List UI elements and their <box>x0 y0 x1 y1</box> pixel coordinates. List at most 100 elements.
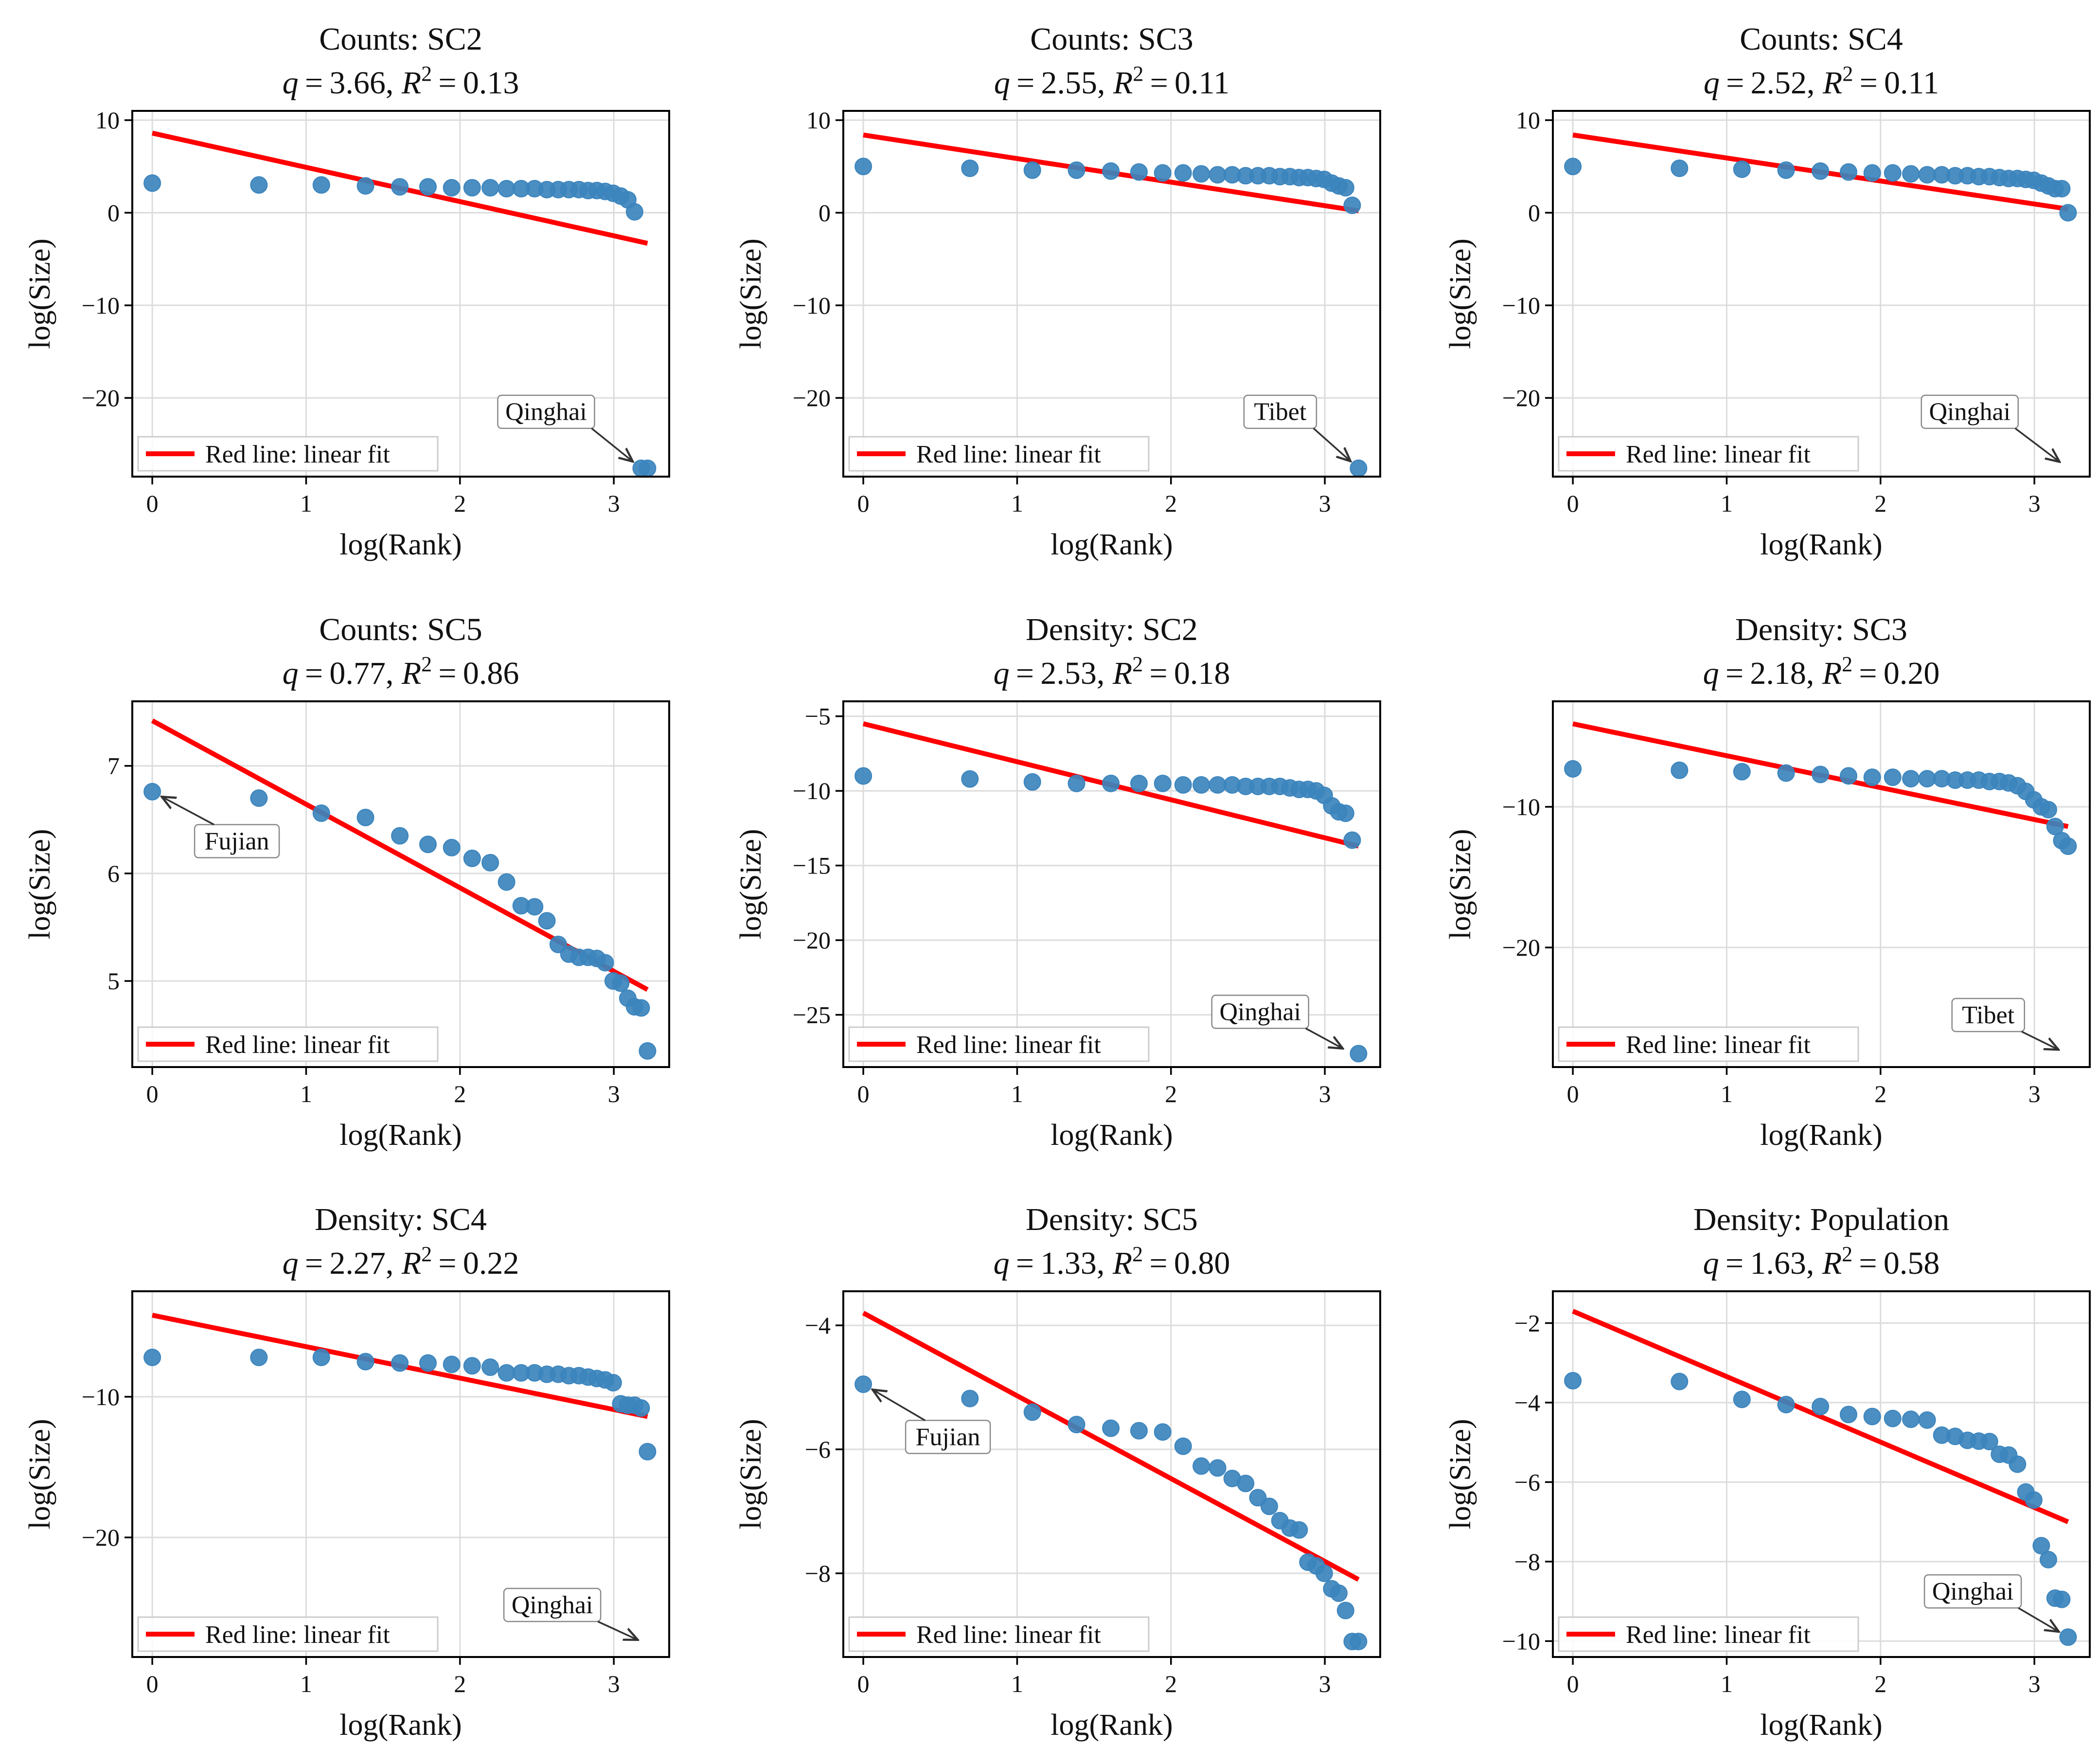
y-tick-label: −6 <box>805 1436 831 1463</box>
x-axis-label: log(Rank) <box>339 1709 462 1742</box>
data-point <box>1237 1475 1255 1493</box>
data-point <box>1290 1521 1308 1539</box>
data-point <box>1154 774 1172 792</box>
y-tick-label: 10 <box>95 107 120 134</box>
x-tick-label: 1 <box>300 490 312 517</box>
r-squared-value: 0.11 <box>1174 65 1229 101</box>
x-tick-label: 2 <box>454 490 466 517</box>
y-axis-label: log(Size) <box>23 829 56 939</box>
panel-title: Density: SC5 <box>1026 1202 1198 1237</box>
x-tick-label: 1 <box>1011 1080 1023 1107</box>
equals-sign: = <box>1719 656 1750 691</box>
data-point <box>419 178 437 196</box>
x-tick-label: 1 <box>1721 1670 1733 1697</box>
x-tick-label: 1 <box>300 1670 312 1697</box>
y-tick-label: 0 <box>818 199 831 226</box>
equals-sign: = <box>1010 1246 1041 1281</box>
r-squared-value: 0.22 <box>463 1246 519 1281</box>
q-symbol: q <box>1704 65 1720 101</box>
annotation-box <box>1211 995 1310 1029</box>
r-squared-value: 0.18 <box>1174 656 1230 691</box>
data-point <box>419 1354 437 1372</box>
data-point <box>1918 770 1936 788</box>
data-point <box>961 1390 979 1408</box>
axes-frame <box>1552 700 2091 1068</box>
equals-sign: = <box>299 65 330 101</box>
r-squared-exponent: 2 <box>1842 1242 1852 1266</box>
data-point <box>612 974 630 992</box>
data-point <box>1733 763 1751 781</box>
x-tick-label: 3 <box>608 490 620 517</box>
x-tick-label: 3 <box>2028 1080 2041 1107</box>
legend-label: Red line: linear fit <box>1626 1031 1811 1059</box>
equals-sign: = <box>432 65 463 101</box>
data-point <box>498 179 516 197</box>
x-tick-label: 2 <box>454 1080 466 1107</box>
equals-sign: = <box>1010 656 1041 691</box>
equals-sign: = <box>299 1246 330 1281</box>
axes-frame <box>1552 110 2091 478</box>
x-tick-label: 1 <box>1721 490 1733 517</box>
data-point <box>1902 770 1920 788</box>
legend: Red line: linear fit <box>1558 1616 1859 1652</box>
panel-stats: q = 3.66, R2 = 0.13 <box>283 62 519 101</box>
panel-stats: q = 2.53, R2 = 0.18 <box>994 652 1230 691</box>
annotation-box <box>1921 394 2019 429</box>
y-tick-label: 10 <box>1516 107 1540 134</box>
data-point <box>2046 818 2064 836</box>
data-point <box>1102 774 1120 792</box>
data-point <box>854 158 872 176</box>
data-point <box>1777 764 1795 782</box>
r-squared-exponent: 2 <box>421 652 432 676</box>
axes-frame <box>842 110 1381 478</box>
x-tick-label: 1 <box>1011 1670 1023 1697</box>
data-point <box>2053 1590 2071 1608</box>
x-tick-label: 0 <box>857 1080 870 1107</box>
y-tick-label: −8 <box>805 1560 831 1587</box>
data-point <box>1192 776 1210 794</box>
legend: Red line: linear fit <box>848 1026 1150 1062</box>
x-tick-label: 0 <box>857 490 870 517</box>
data-point <box>1350 1633 1368 1651</box>
data-point <box>1839 163 1857 181</box>
data-point <box>1564 760 1582 778</box>
y-tick-label: 0 <box>1528 199 1540 226</box>
r-squared-symbol: R <box>1822 65 1842 101</box>
data-point <box>1343 196 1361 214</box>
annotation-box <box>1923 1574 2022 1609</box>
r-squared-symbol: R <box>401 656 421 691</box>
legend-label: Red line: linear fit <box>1626 441 1811 468</box>
data-point <box>498 1364 516 1382</box>
data-point <box>443 838 461 856</box>
data-point <box>961 160 979 178</box>
x-tick-label: 2 <box>1874 1670 1886 1697</box>
data-point <box>391 178 409 196</box>
data-point <box>1863 1408 1881 1425</box>
data-point <box>1733 160 1751 178</box>
equals-sign: = <box>1852 1246 1884 1281</box>
data-point <box>1336 804 1354 822</box>
separator: , <box>386 1246 402 1281</box>
equals-sign: = <box>1010 65 1041 101</box>
data-point <box>604 1374 622 1391</box>
annotation-box <box>1243 394 1317 429</box>
data-point <box>1209 166 1227 184</box>
annotation-label: Qinghai <box>1219 998 1301 1026</box>
data-point <box>1863 768 1881 786</box>
separator: , <box>386 65 402 101</box>
annotation-arrow <box>872 1390 925 1422</box>
r-squared-symbol: R <box>1112 1246 1132 1281</box>
annotation-arrow <box>2018 1607 2059 1632</box>
r-squared-exponent: 2 <box>421 1242 432 1266</box>
data-point <box>1336 1602 1354 1620</box>
legend-label: Red line: linear fit <box>205 1621 390 1649</box>
equals-sign: = <box>432 656 463 691</box>
y-axis-label: log(Size) <box>734 829 767 939</box>
annotation: Tibet <box>1951 998 2059 1050</box>
data-point <box>854 767 872 785</box>
y-tick-label: −15 <box>793 852 831 879</box>
